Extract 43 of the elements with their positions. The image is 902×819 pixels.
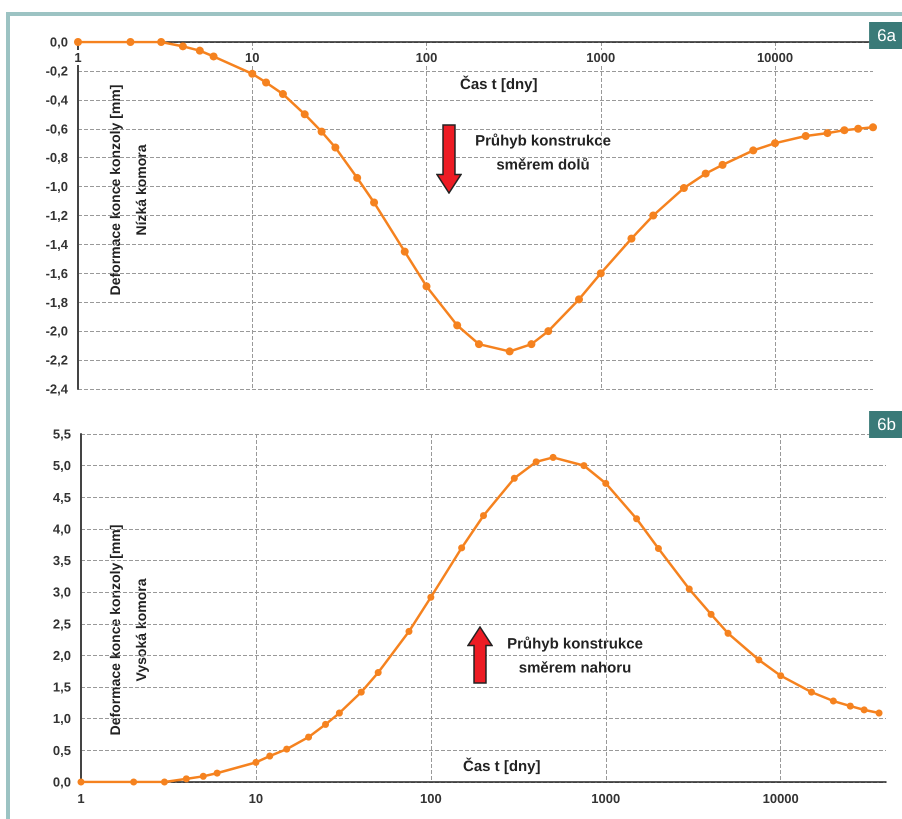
annotation: Průhyb konstrukce směrem dolů: [475, 132, 611, 174]
y-axis-title: Deformace konce konzoly [mm] Vysoká komora: [107, 524, 149, 736]
y-tick-label: -2,0: [46, 324, 68, 339]
x-axis-title: Čas t [dny]: [463, 757, 541, 775]
y-tick-label: 0,0: [52, 774, 71, 790]
y-tick-label: -1,4: [46, 236, 69, 252]
y-tick-label: 5,5: [52, 426, 71, 442]
chart-title: 6b: [877, 415, 896, 434]
x-tick-label: 10: [245, 50, 260, 65]
x-tick-label: 1: [77, 791, 85, 806]
x-axis-title: Čas t [dny]: [460, 75, 538, 93]
x-tick-label: 1000: [591, 791, 620, 806]
y-tick-label: -0,6: [46, 121, 68, 136]
y-tick-label: 4,0: [52, 521, 71, 536]
y-tick-label: 3,0: [52, 584, 71, 600]
x-tick-label: 10: [248, 791, 264, 806]
y-tick-label: 1,0: [52, 711, 71, 726]
y-tick-label: -1,0: [46, 179, 68, 194]
y-tick-label: 0,0: [50, 34, 68, 50]
x-tick-label: 100: [416, 50, 438, 65]
chart-title: 6a: [877, 26, 897, 45]
y-tick-label: -1,2: [46, 208, 68, 223]
y-tick-label: 2,5: [52, 616, 71, 632]
y-tick-label: 4,5: [52, 490, 71, 505]
y-tick-label: 1,5: [52, 680, 71, 695]
y-tick-label: -2,2: [46, 352, 68, 368]
y-tick-label: -0,8: [46, 150, 68, 166]
x-tick-label: 10000: [762, 791, 799, 806]
y-tick-label: 0,5: [52, 742, 71, 758]
y-tick-label: 5,0: [52, 458, 71, 474]
y-tick-label: -1,6: [46, 266, 68, 281]
y-tick-label: -0,2: [46, 63, 68, 78]
x-tick-label: 10000: [756, 50, 794, 65]
y-tick-label: -2,4: [46, 382, 69, 396]
x-tick-label: 1000: [586, 50, 616, 65]
x-tick-label: 100: [420, 791, 442, 806]
y-tick-label: -0,4: [46, 92, 69, 108]
x-tick-label: 1: [74, 50, 82, 65]
y-tick-label: 3,5: [52, 553, 71, 568]
y-tick-label: 2,0: [52, 648, 71, 663]
y-axis-title: Deformace konce konzoly [mm] Nízká komora: [107, 84, 149, 296]
annotation: Průhyb konstrukce směrem nahoru: [507, 636, 643, 676]
y-tick-label: -1,8: [46, 294, 68, 310]
